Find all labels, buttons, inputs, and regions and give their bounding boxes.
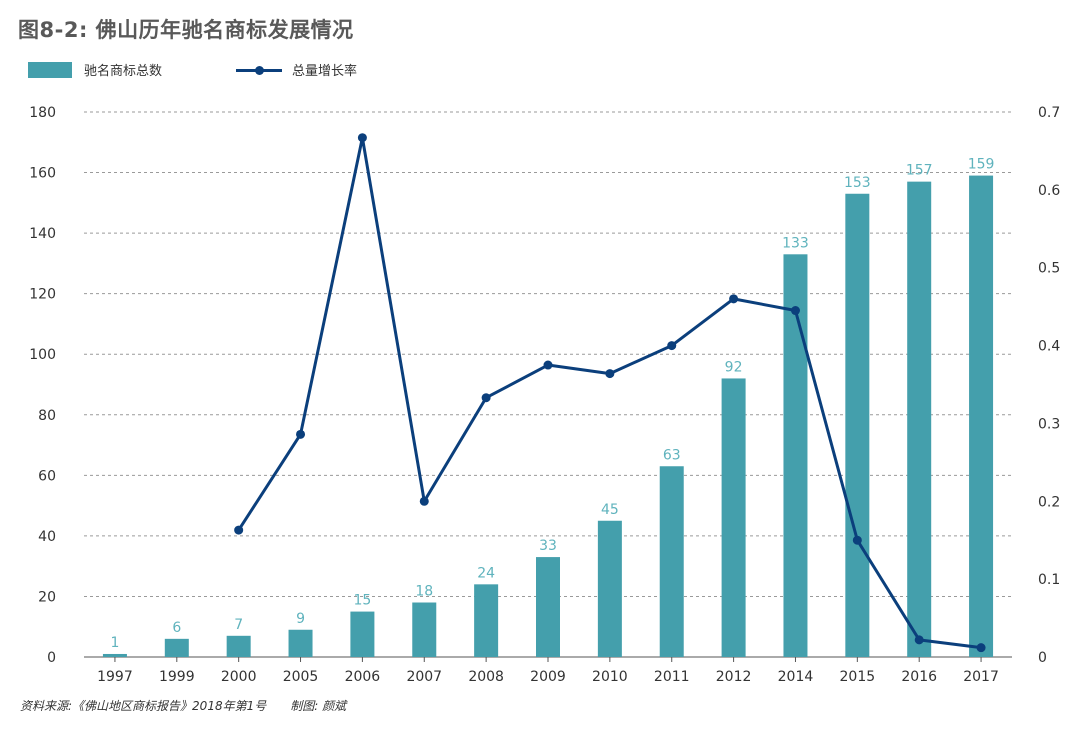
y-right-tick-label: 0.3 bbox=[1038, 416, 1060, 432]
x-tick-label: 2014 bbox=[778, 669, 814, 685]
y-right-tick-label: 0.6 bbox=[1038, 183, 1060, 199]
bar bbox=[783, 254, 808, 658]
y-left-tick-label: 120 bbox=[29, 287, 56, 303]
bar bbox=[288, 629, 313, 657]
y-left-tick-label: 60 bbox=[38, 468, 56, 484]
x-tick-label: 2011 bbox=[654, 669, 690, 685]
credit-text: 制图: 颜斌 bbox=[290, 699, 347, 713]
growth-rate-point bbox=[234, 525, 244, 535]
bar-value-label: 153 bbox=[844, 175, 871, 191]
y-left-tick-label: 20 bbox=[38, 589, 56, 605]
source-text: 资料来源:《佛山地区商标报告》2018年第1号 bbox=[20, 699, 267, 713]
growth-rate-point bbox=[667, 341, 677, 351]
y-right-tick-label: 0.5 bbox=[1038, 261, 1060, 277]
y-left-tick-label: 180 bbox=[29, 105, 56, 121]
growth-rate-point bbox=[543, 360, 553, 370]
x-tick-label: 2015 bbox=[840, 669, 876, 685]
legend-line-swatch bbox=[236, 62, 282, 78]
source-note: 资料来源:《佛山地区商标报告》2018年第1号 制图: 颜斌 bbox=[20, 697, 346, 714]
bar-value-label: 6 bbox=[172, 620, 181, 636]
growth-rate-point bbox=[481, 393, 491, 403]
x-tick-label: 2007 bbox=[406, 669, 442, 685]
bar-value-label: 7 bbox=[234, 617, 243, 633]
bar-value-label: 133 bbox=[782, 235, 809, 251]
bar bbox=[845, 193, 870, 657]
growth-rate-point bbox=[852, 535, 862, 545]
y-left-tick-label: 160 bbox=[29, 166, 56, 182]
bar-value-label: 63 bbox=[663, 447, 681, 463]
bar bbox=[412, 602, 437, 657]
x-tick-label: 2017 bbox=[963, 669, 999, 685]
y-right-tick-label: 0.7 bbox=[1038, 105, 1060, 121]
x-tick-label: 2006 bbox=[345, 669, 381, 685]
x-tick-label: 2000 bbox=[221, 669, 257, 685]
growth-rate-point bbox=[357, 133, 367, 143]
y-right-tick-label: 0 bbox=[1038, 650, 1047, 666]
x-tick-label: 2010 bbox=[592, 669, 628, 685]
bar-value-label: 92 bbox=[725, 359, 743, 375]
growth-rate-point bbox=[790, 306, 800, 316]
bar-value-label: 18 bbox=[415, 584, 433, 600]
bar-value-label: 45 bbox=[601, 502, 619, 518]
bar bbox=[907, 181, 932, 657]
y-left-tick-label: 40 bbox=[38, 529, 56, 545]
bar bbox=[721, 378, 746, 657]
bar bbox=[474, 584, 499, 657]
x-tick-label: 2012 bbox=[716, 669, 752, 685]
bar bbox=[597, 520, 622, 657]
legend-item-bars: 驰名商标总数 bbox=[28, 60, 162, 79]
y-left-tick-label: 80 bbox=[38, 408, 56, 424]
x-tick-label: 2009 bbox=[530, 669, 566, 685]
bar bbox=[969, 175, 994, 658]
x-tick-label: 2016 bbox=[901, 669, 937, 685]
legend-line-label: 总量增长率 bbox=[292, 64, 358, 79]
growth-rate-point bbox=[729, 294, 739, 304]
y-left-tick-label: 140 bbox=[29, 226, 56, 242]
chart-title: 图8-2: 佛山历年驰名商标发展情况 bbox=[18, 18, 354, 42]
legend-item-line: 总量增长率 bbox=[236, 60, 357, 79]
y-right-tick-label: 0.2 bbox=[1038, 494, 1060, 510]
bar-value-label: 15 bbox=[353, 593, 371, 609]
y-left-tick-label: 0 bbox=[47, 650, 56, 666]
growth-rate-point bbox=[419, 496, 429, 506]
bar bbox=[102, 653, 127, 657]
bar bbox=[226, 635, 251, 657]
growth-rate-point bbox=[976, 643, 986, 653]
x-tick-label: 2008 bbox=[468, 669, 504, 685]
legend-bar-label: 驰名商标总数 bbox=[84, 64, 163, 79]
y-left-tick-label: 100 bbox=[29, 347, 56, 363]
bar-value-label: 1 bbox=[110, 635, 119, 651]
legend-bar-swatch bbox=[28, 61, 72, 78]
y-right-tick-label: 0.4 bbox=[1038, 339, 1060, 355]
bar-value-label: 33 bbox=[539, 538, 557, 554]
y-right-tick-label: 0.1 bbox=[1038, 572, 1060, 588]
bar-value-label: 157 bbox=[906, 163, 933, 179]
bar bbox=[536, 557, 560, 657]
growth-rate-point bbox=[605, 369, 615, 379]
growth-rate-point bbox=[914, 635, 924, 645]
bar-value-label: 159 bbox=[968, 157, 995, 173]
x-tick-label: 1997 bbox=[97, 669, 133, 685]
bar bbox=[350, 611, 375, 657]
bar-value-label: 9 bbox=[296, 611, 305, 627]
growth-rate-point bbox=[296, 429, 306, 439]
x-tick-label: 1999 bbox=[159, 669, 195, 685]
bar bbox=[164, 638, 189, 657]
x-tick-label: 2005 bbox=[283, 669, 319, 685]
bar bbox=[659, 466, 684, 657]
bar-value-label: 24 bbox=[477, 565, 495, 581]
